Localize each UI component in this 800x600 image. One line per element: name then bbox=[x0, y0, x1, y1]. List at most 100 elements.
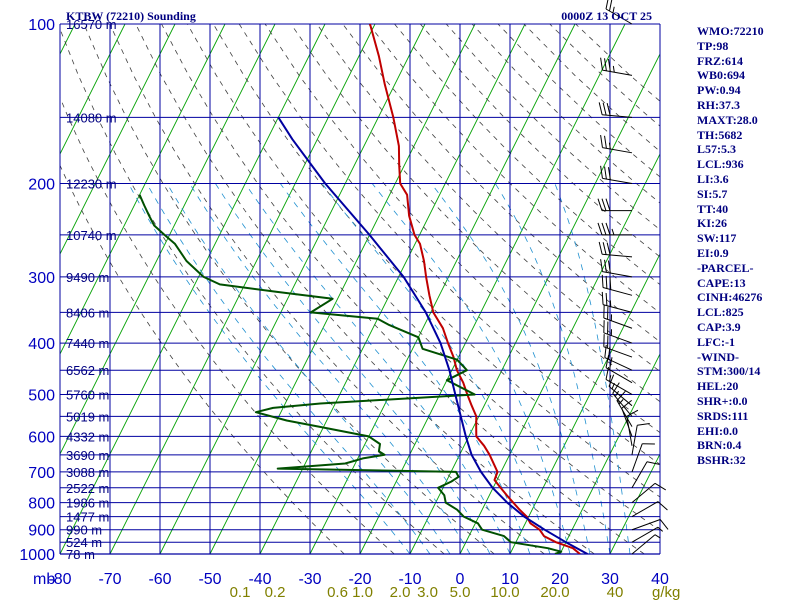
wind-barb-column bbox=[597, 0, 669, 555]
moist-adiabat-lines bbox=[128, 183, 631, 554]
mixing-ratio-label: 2.0 bbox=[390, 584, 411, 600]
mixing-ratio-label: 5.0 bbox=[450, 584, 471, 600]
temperature-tick-label: 30 bbox=[601, 571, 619, 588]
wind-barb bbox=[600, 259, 633, 278]
mixing-ratio-label: 0.6 bbox=[327, 584, 348, 600]
wind-barb bbox=[601, 291, 633, 313]
index-item: -PARCEL- bbox=[697, 260, 754, 275]
height-label: 524 m bbox=[66, 535, 102, 550]
index-item: CAPE:13 bbox=[697, 275, 746, 290]
isotherm-line bbox=[60, 24, 226, 356]
pressure-axis-labels: 100 200 300 400 500 600 700 800 900 1000 bbox=[19, 17, 55, 564]
height-label: 4332 m bbox=[66, 429, 109, 444]
height-label: 5760 m bbox=[66, 387, 109, 402]
index-item: CAP:3.9 bbox=[697, 319, 741, 334]
moist-adiabat-line bbox=[321, 183, 551, 554]
height-label: 14080 m bbox=[66, 110, 117, 125]
wind-barb bbox=[631, 534, 661, 555]
index-item: CINH:46276 bbox=[697, 290, 763, 305]
height-label: 12230 m bbox=[66, 177, 117, 192]
height-label: 78 m bbox=[66, 547, 95, 562]
wind-barb bbox=[605, 0, 633, 25]
dry-adiabat-line bbox=[109, 24, 545, 554]
wind-barb bbox=[612, 382, 633, 417]
index-item: LFC:-1 bbox=[697, 334, 735, 349]
index-item: L57:5.3 bbox=[697, 142, 736, 157]
wind-barb bbox=[597, 198, 632, 212]
height-label: 10740 m bbox=[66, 228, 117, 243]
pressure-tick-label: 400 bbox=[28, 336, 55, 353]
height-label: 16570 m bbox=[66, 17, 117, 32]
wind-barb bbox=[631, 482, 667, 504]
isotherm-line bbox=[60, 24, 126, 156]
height-label: 5019 m bbox=[66, 409, 109, 424]
temperature-tick-label: -60 bbox=[148, 571, 171, 588]
index-item: SHR+:0.0 bbox=[697, 393, 748, 408]
wind-barb bbox=[631, 501, 668, 518]
wind-barb bbox=[597, 222, 632, 236]
isotherm-line bbox=[159, 24, 426, 554]
pressure-tick-label: 700 bbox=[28, 465, 55, 482]
wind-barb bbox=[631, 519, 669, 531]
sounding-indices-panel: WMO:72210 TP:98 FRZ:614 WB0:694 PW:0.94 RH:37… bbox=[697, 24, 797, 468]
wind-barb bbox=[603, 334, 633, 358]
pressure-tick-label: 500 bbox=[28, 387, 55, 404]
parcel-profile bbox=[277, 116, 588, 554]
pressure-tick-label: 300 bbox=[28, 270, 55, 287]
temperature-tick-label: -80 bbox=[48, 571, 71, 588]
isotherm-line bbox=[309, 24, 576, 554]
height-label: 7440 m bbox=[66, 336, 109, 351]
height-labels: 16570 m 14080 m 12230 m 10740 m 9490 m 8406 m… bbox=[66, 17, 117, 562]
index-item: WB0:694 bbox=[697, 68, 745, 83]
index-item: LCL:825 bbox=[697, 305, 744, 320]
index-item: FRZ:614 bbox=[697, 53, 743, 68]
moist-adiabat-line bbox=[244, 183, 511, 554]
wind-barb bbox=[600, 57, 633, 76]
mixing-ratio-label: 10.0 bbox=[490, 584, 519, 600]
isotherm-line bbox=[509, 252, 660, 554]
temperature-axis-labels: -80 -70 -60 -50 -40 -30 -20 -10 0 10 20 30 40 bbox=[48, 571, 669, 588]
temperature-tick-label: 0 bbox=[456, 571, 465, 588]
mixing-ratio-unit-label: g/kg bbox=[652, 584, 680, 600]
pressure-unit-label: mb bbox=[33, 571, 55, 588]
sounding-profiles bbox=[138, 24, 588, 554]
pressure-tick-label: 800 bbox=[28, 496, 55, 513]
wind-barb bbox=[631, 526, 664, 543]
index-item: -WIND- bbox=[697, 349, 739, 364]
wind-barb bbox=[626, 409, 639, 446]
isotherm-line bbox=[459, 152, 660, 554]
mixing-ratio-label: 0.1 bbox=[230, 584, 251, 600]
wind-barb bbox=[608, 374, 633, 407]
dry-adiabat-lines bbox=[60, 24, 660, 554]
wind-barb bbox=[598, 102, 633, 118]
mixing-ratio-labels: 0.1 0.2 0.6 1.0 2.0 3.0 5.0 10.0 20.0 40 bbox=[230, 584, 624, 600]
pressure-tick-label: 600 bbox=[28, 429, 55, 446]
temperature-tick-label: -20 bbox=[348, 571, 371, 588]
index-item: KI:26 bbox=[697, 216, 727, 231]
wind-barb bbox=[600, 135, 633, 154]
height-label: 8406 m bbox=[66, 305, 109, 320]
wind-barb bbox=[631, 461, 660, 489]
temperature-tick-label: 40 bbox=[651, 571, 669, 588]
temperature-tick-label: -50 bbox=[198, 571, 221, 588]
index-item: MAXT:28.0 bbox=[697, 112, 758, 127]
dry-adiabat-line bbox=[187, 24, 660, 531]
height-label: 3088 m bbox=[66, 465, 109, 480]
wind-barb bbox=[621, 399, 633, 437]
wind-barb bbox=[601, 274, 633, 296]
index-item: STM:300/14 bbox=[697, 364, 761, 379]
index-item: LI:3.6 bbox=[697, 171, 729, 186]
height-label: 990 m bbox=[66, 523, 102, 538]
isotherm-line bbox=[209, 24, 476, 554]
pressure-tick-label: 1000 bbox=[19, 547, 55, 564]
index-item: HEL:20 bbox=[697, 379, 739, 394]
temperature-tick-label: -10 bbox=[398, 571, 421, 588]
isotherm-line bbox=[109, 24, 376, 554]
index-item: LCL:936 bbox=[697, 157, 744, 172]
wind-barb bbox=[603, 320, 633, 344]
index-item: SRDS:111 bbox=[697, 408, 749, 423]
isotherm-line bbox=[409, 52, 660, 554]
sounding-time: 0000Z 13 OCT 25 bbox=[561, 9, 652, 23]
